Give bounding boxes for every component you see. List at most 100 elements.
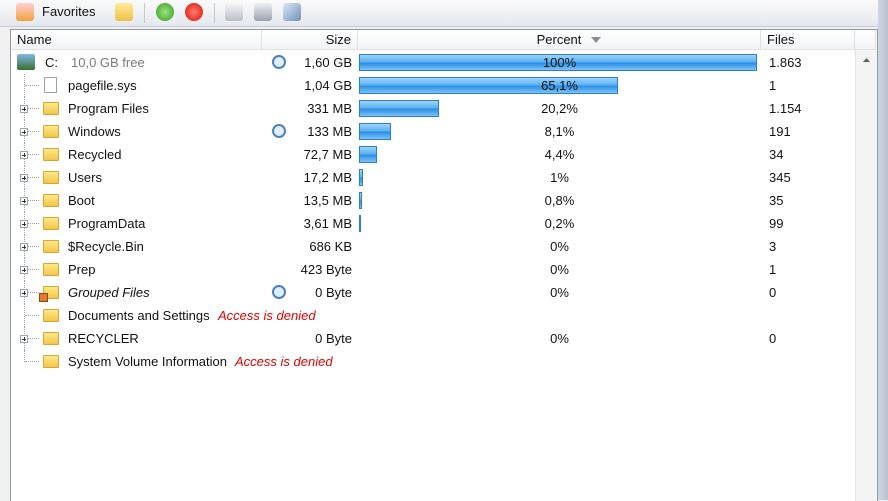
row[interactable]: Prep 423 Byte 0% 1: [11, 258, 855, 281]
row[interactable]: Documents and Settings Access is denied: [11, 304, 855, 327]
search-icon[interactable]: [272, 285, 286, 299]
row[interactable]: Boot 13,5 MB 0,8% 35: [11, 189, 855, 212]
percent-bar: [359, 123, 392, 140]
folder-icon: [43, 332, 59, 345]
percent: 65,1%: [541, 78, 578, 93]
file-count: 3: [769, 239, 777, 254]
file-count: 1: [769, 262, 777, 277]
percent: 8,1%: [544, 124, 575, 139]
tree-line: [25, 269, 39, 271]
favorites-icon[interactable]: [16, 3, 34, 21]
folder-icon: [43, 194, 59, 207]
file-name: C:: [45, 55, 58, 70]
folder-icon: [43, 217, 59, 230]
column-header-cell[interactable]: Percent: [358, 30, 761, 50]
row[interactable]: Recycled 72,7 MB 4,4% 34: [11, 143, 855, 166]
expand-button[interactable]: [20, 151, 28, 159]
window-frame: [878, 0, 888, 500]
expand-button[interactable]: [20, 105, 28, 113]
size: 0 Byte: [315, 331, 352, 346]
size: 686 KB: [309, 239, 352, 254]
percent: 100%: [542, 55, 577, 70]
file-count: 0: [769, 331, 777, 346]
toolbar: Favorites: [0, 0, 878, 27]
row[interactable]: System Volume Information Access is denie…: [11, 350, 855, 373]
row[interactable]: Users 17,2 MB 1% 345: [11, 166, 855, 189]
expand-button[interactable]: [20, 220, 28, 228]
file-name: ProgramData: [68, 216, 146, 231]
options-button[interactable]: [283, 3, 301, 21]
column-header-cell[interactable]: Size: [262, 30, 358, 50]
export-button[interactable]: [225, 3, 243, 21]
open-folder-button[interactable]: [115, 3, 133, 21]
scroll-up-arrow[interactable]: [856, 50, 877, 70]
column-header-cell: [855, 30, 876, 50]
file-name: Documents and Settings: [68, 308, 210, 323]
file-count: 191: [769, 124, 791, 139]
tree-line: [25, 154, 39, 156]
scrollbar[interactable]: [855, 50, 877, 501]
file-name: RECYCLER: [68, 331, 139, 346]
expand-button[interactable]: [20, 128, 28, 136]
row[interactable]: Grouped Files 0 Byte 0% 0: [11, 281, 855, 304]
refresh-button[interactable]: [156, 3, 174, 21]
file-name: pagefile.sys: [68, 78, 137, 93]
row[interactable]: ProgramData 3,61 MB 0,2% 99: [11, 212, 855, 235]
file-count: 99: [769, 216, 784, 231]
percent-bar: [359, 192, 363, 209]
folder-icon: [43, 125, 59, 138]
save-button[interactable]: [254, 3, 272, 21]
file-name: Boot: [68, 193, 95, 208]
search-icon[interactable]: [272, 55, 286, 69]
free-space: 10,0 GB free: [71, 55, 145, 70]
percent-bar: [359, 100, 440, 117]
row[interactable]: $Recycle.Bin 686 KB 0% 3: [11, 235, 855, 258]
percent: 4,4%: [544, 147, 575, 162]
expand-button[interactable]: [20, 289, 28, 297]
column-header-cell[interactable]: Files: [761, 30, 855, 50]
expand-button[interactable]: [20, 266, 28, 274]
folder-icon: [43, 355, 59, 368]
tree-line: [25, 246, 39, 248]
expand-button[interactable]: [20, 335, 28, 343]
percent: 20,2%: [541, 101, 578, 116]
size: 3,61 MB: [303, 216, 352, 231]
column-header-cell[interactable]: Name: [11, 30, 262, 50]
stop-button[interactable]: [185, 3, 203, 21]
sort-arrow: [591, 37, 601, 43]
size: 133 MB: [307, 124, 352, 139]
error-message: Access is denied: [235, 354, 333, 369]
tree-line: [25, 131, 39, 133]
row[interactable]: Program Files 331 MB 20,2% 1.154: [11, 97, 855, 120]
expand-button[interactable]: [20, 243, 28, 251]
percent: 0,2%: [544, 216, 575, 231]
expand-button[interactable]: [20, 197, 28, 205]
row[interactable]: Windows 133 MB 8,1% 191: [11, 120, 855, 143]
tree-line: [25, 292, 39, 294]
favorites-button[interactable]: Favorites: [42, 4, 96, 19]
folder-icon: [43, 309, 59, 322]
expand-button[interactable]: [20, 174, 28, 182]
row[interactable]: RECYCLER 0 Byte 0% 0: [11, 327, 855, 350]
size: 0 Byte: [315, 285, 352, 300]
row[interactable]: pagefile.sys 1,04 GB 65,1% 1: [11, 74, 855, 97]
error-message: Access is denied: [218, 308, 316, 323]
percent-bar: [359, 54, 757, 71]
size: 423 Byte: [300, 262, 352, 277]
tree-line: [25, 200, 39, 202]
file-count: 34: [769, 147, 784, 162]
file-count: 0: [769, 285, 777, 300]
file-name: Prep: [68, 262, 96, 277]
size: 1,04 GB: [304, 78, 352, 93]
file-name: Grouped Files: [68, 285, 150, 300]
file-icon: [44, 77, 57, 93]
size: 1,60 GB: [304, 55, 352, 70]
tree-line: [25, 177, 39, 179]
percent-bar: [359, 169, 363, 186]
row[interactable]: C: 10,0 GB free 1,60 GB 100% 1.863: [11, 51, 855, 74]
file-count: 345: [769, 170, 791, 185]
search-icon[interactable]: [272, 124, 286, 138]
size: 331 MB: [307, 101, 352, 116]
tree-line: [25, 338, 39, 340]
